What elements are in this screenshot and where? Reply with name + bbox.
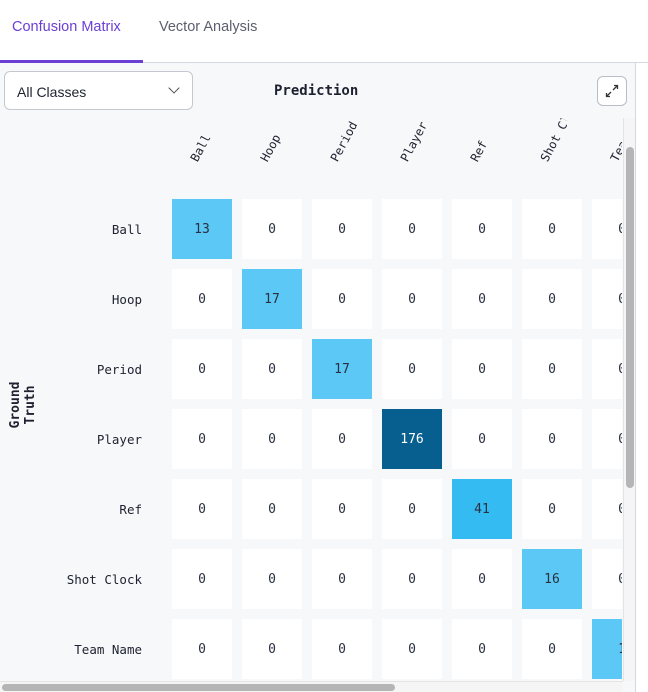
- matrix-cell[interactable]: 0: [452, 199, 512, 259]
- vertical-scrollbar[interactable]: [623, 118, 635, 681]
- matrix-viewport: Ground Truth Ball Hoop Period Player Ref Shot…: [0, 118, 622, 681]
- matrix-cell[interactable]: 0: [172, 479, 232, 539]
- matrix-cell[interactable]: 17: [312, 339, 372, 399]
- tab-confusion-matrix[interactable]: Confusion Matrix: [12, 19, 121, 35]
- matrix-cell[interactable]: 0: [522, 619, 582, 679]
- matrix-cell[interactable]: 0: [242, 409, 302, 469]
- matrix-cell[interactable]: 0: [382, 479, 442, 539]
- class-filter-value: All Classes: [17, 84, 87, 100]
- matrix-cell[interactable]: 0: [312, 479, 372, 539]
- column-label: Shot Clock: [537, 118, 572, 164]
- vertical-scroll-thumb[interactable]: [626, 147, 634, 488]
- matrix-cell[interactable]: 0: [312, 549, 372, 609]
- matrix-cell[interactable]: 0: [592, 199, 622, 259]
- matrix-cell[interactable]: 0: [452, 269, 512, 329]
- matrix-cell[interactable]: 0: [592, 479, 622, 539]
- prediction-axis-title: Prediction: [274, 83, 359, 99]
- matrix-cell[interactable]: 0: [172, 269, 232, 329]
- matrix-cell[interactable]: 0: [242, 549, 302, 609]
- matrix-cell[interactable]: 0: [312, 409, 372, 469]
- row-label: Ball: [111, 222, 142, 237]
- matrix-cell[interactable]: 0: [522, 339, 582, 399]
- column-label: Player: [397, 119, 431, 164]
- column-label: Ball: [187, 131, 214, 164]
- column-label: Team Name: [607, 118, 622, 164]
- matrix-cell[interactable]: 0: [592, 339, 622, 399]
- column-label: Ref: [467, 138, 491, 164]
- matrix-cell[interactable]: 0: [242, 339, 302, 399]
- matrix-cell[interactable]: 41: [452, 479, 512, 539]
- matrix-cell[interactable]: 0: [592, 549, 622, 609]
- expand-button[interactable]: [597, 76, 627, 106]
- matrix-cell[interactable]: 0: [242, 479, 302, 539]
- row-label: Player: [96, 432, 142, 447]
- matrix-cell[interactable]: 0: [452, 619, 512, 679]
- chevron-down-icon: [168, 82, 180, 94]
- matrix-cell[interactable]: 176: [382, 409, 442, 469]
- matrix-cell[interactable]: 0: [172, 619, 232, 679]
- matrix-cell[interactable]: 0: [522, 479, 582, 539]
- active-tab-indicator: [0, 60, 143, 63]
- matrix-cell[interactable]: 0: [522, 409, 582, 469]
- matrix-cell[interactable]: 0: [382, 339, 442, 399]
- matrix-cell[interactable]: 0: [312, 269, 372, 329]
- matrix-cell[interactable]: 0: [382, 619, 442, 679]
- matrix-cell[interactable]: 0: [382, 549, 442, 609]
- matrix-cell[interactable]: 0: [172, 339, 232, 399]
- matrix-cell[interactable]: 0: [312, 199, 372, 259]
- matrix-cell[interactable]: 0: [242, 619, 302, 679]
- class-filter-select[interactable]: All Classes: [4, 71, 193, 110]
- row-label: Period: [96, 362, 142, 377]
- row-label: Hoop: [111, 292, 142, 307]
- matrix-cell[interactable]: 0: [592, 409, 622, 469]
- matrix-cell[interactable]: 16: [522, 549, 582, 609]
- column-label: Hoop: [257, 131, 284, 164]
- matrix-cell[interactable]: 0: [172, 549, 232, 609]
- matrix-cell[interactable]: 0: [522, 269, 582, 329]
- matrix-cell[interactable]: 0: [522, 199, 582, 259]
- expand-arrows-icon: [605, 84, 619, 98]
- matrix-cell[interactable]: 0: [242, 199, 302, 259]
- matrix-cell[interactable]: 0: [312, 619, 372, 679]
- matrix-cell[interactable]: 0: [452, 409, 512, 469]
- tab-bar: Confusion Matrix Vector Analysis: [0, 0, 648, 63]
- matrix-cell[interactable]: 0: [592, 269, 622, 329]
- row-label: Team Name: [74, 642, 142, 657]
- matrix-cell[interactable]: 17: [242, 269, 302, 329]
- matrix-cell[interactable]: 1: [592, 619, 622, 679]
- horizontal-scroll-thumb[interactable]: [2, 684, 395, 691]
- column-label: Period: [327, 119, 361, 164]
- matrix-cell[interactable]: 0: [382, 269, 442, 329]
- confusion-matrix-panel: All Classes Prediction Ground Truth Ball…: [0, 63, 636, 692]
- tab-vector-analysis[interactable]: Vector Analysis: [159, 19, 258, 35]
- row-label: Shot Clock: [66, 572, 142, 587]
- matrix-cell[interactable]: 0: [452, 339, 512, 399]
- row-label: Ref: [119, 502, 142, 517]
- matrix-cell[interactable]: 0: [382, 199, 442, 259]
- matrix-cell[interactable]: 0: [452, 549, 512, 609]
- matrix-cell[interactable]: 0: [172, 409, 232, 469]
- horizontal-scrollbar[interactable]: [0, 681, 623, 692]
- matrix-cell[interactable]: 13: [172, 199, 232, 259]
